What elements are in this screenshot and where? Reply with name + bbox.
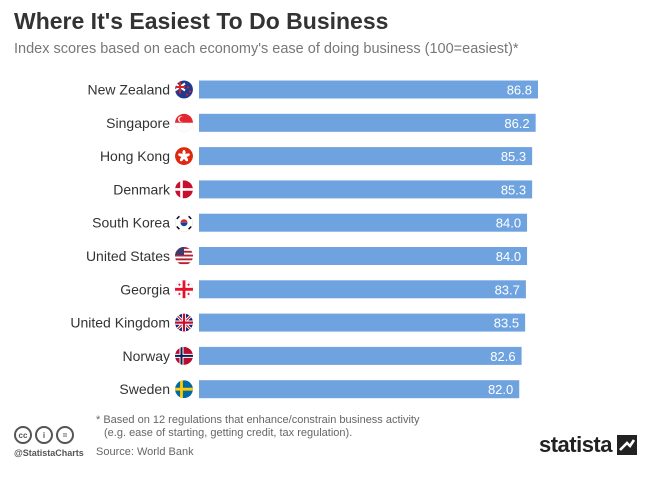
category-label: Denmark xyxy=(113,181,171,197)
south-korea-flag-icon xyxy=(175,213,193,232)
bar-row-georgia: Georgia 83.7 xyxy=(120,280,526,299)
category-label: Sweden xyxy=(119,381,170,397)
sweden-flag-icon xyxy=(175,380,193,399)
license-icons: cc i = xyxy=(14,426,74,444)
source-note: Source: World Bank xyxy=(96,446,194,458)
singapore-flag-icon xyxy=(175,113,193,132)
bar xyxy=(199,247,528,265)
category-label: Hong Kong xyxy=(100,148,170,164)
united-states-flag-icon xyxy=(175,247,193,265)
chart-title: Where It's Easiest To Do Business xyxy=(14,8,389,34)
value-label: 82.6 xyxy=(490,349,515,364)
value-label: 82.0 xyxy=(488,382,513,397)
value-label: 85.3 xyxy=(501,182,526,197)
footnote-line-1: * Based on 12 regulations that enhance/c… xyxy=(96,414,420,426)
value-label: 84.0 xyxy=(496,249,521,264)
chart-subtitle: Index scores based on each economy's eas… xyxy=(14,41,519,57)
bar-row-hong-kong: Hong Kong 85.3 xyxy=(100,147,533,166)
value-label: 85.3 xyxy=(501,149,526,164)
footnote-line-2: (e.g. ease of starting, getting credit, … xyxy=(104,427,353,439)
value-label: 86.2 xyxy=(504,116,529,131)
bar-row-denmark: Denmark 85.3 xyxy=(113,180,533,199)
value-label: 83.5 xyxy=(494,316,519,331)
georgia-flag-icon xyxy=(175,280,193,299)
bar xyxy=(199,80,538,99)
statista-logo[interactable]: statista xyxy=(539,432,637,458)
denmark-flag-icon xyxy=(175,180,193,199)
footnote: * Based on 12 regulations that enhance/c… xyxy=(96,414,516,440)
by-icon: i xyxy=(35,426,53,444)
bar xyxy=(199,380,520,399)
bar-row-united-states: United States 84.0 xyxy=(86,247,528,265)
new-zealand-flag-icon xyxy=(175,80,193,99)
bar-row-south-korea: South Korea 84.0 xyxy=(92,213,528,232)
bar-row-united-kingdom: United Kingdom 83.5 xyxy=(70,313,526,332)
category-label: United Kingdom xyxy=(70,315,170,331)
bar xyxy=(199,346,522,365)
social-handle: @StatistaCharts xyxy=(14,448,84,458)
category-label: South Korea xyxy=(92,215,170,231)
hong-kong-flag-icon xyxy=(175,147,193,166)
value-label: 84.0 xyxy=(496,216,521,231)
cc-icon: cc xyxy=(14,426,32,444)
bar xyxy=(199,280,526,299)
category-label: United States xyxy=(86,248,170,264)
category-label: New Zealand xyxy=(88,82,171,98)
norway-flag-icon xyxy=(175,346,193,365)
bar-row-singapore: Singapore 86.2 xyxy=(106,113,536,132)
value-label: 83.7 xyxy=(495,282,520,297)
brand-name: statista xyxy=(538,432,613,457)
bar-chart: New Zealand 86.8 Singapore 86.2 Hong Kong 85.… xyxy=(70,80,538,399)
bar xyxy=(199,113,536,132)
bar xyxy=(199,213,528,232)
bar xyxy=(199,147,533,166)
value-label: 86.8 xyxy=(507,83,532,98)
bar xyxy=(199,313,526,332)
statista-mark-icon xyxy=(617,435,637,455)
bar xyxy=(199,180,533,199)
category-label: Singapore xyxy=(106,115,170,131)
bar-row-norway: Norway 82.6 xyxy=(123,346,522,365)
category-label: Georgia xyxy=(120,281,170,297)
united-kingdom-flag-icon xyxy=(175,313,193,332)
bar-row-new-zealand: New Zealand 86.8 xyxy=(88,80,538,99)
category-label: Norway xyxy=(123,348,170,364)
nd-icon: = xyxy=(56,426,74,444)
bar-row-sweden: Sweden 82.0 xyxy=(119,380,520,399)
